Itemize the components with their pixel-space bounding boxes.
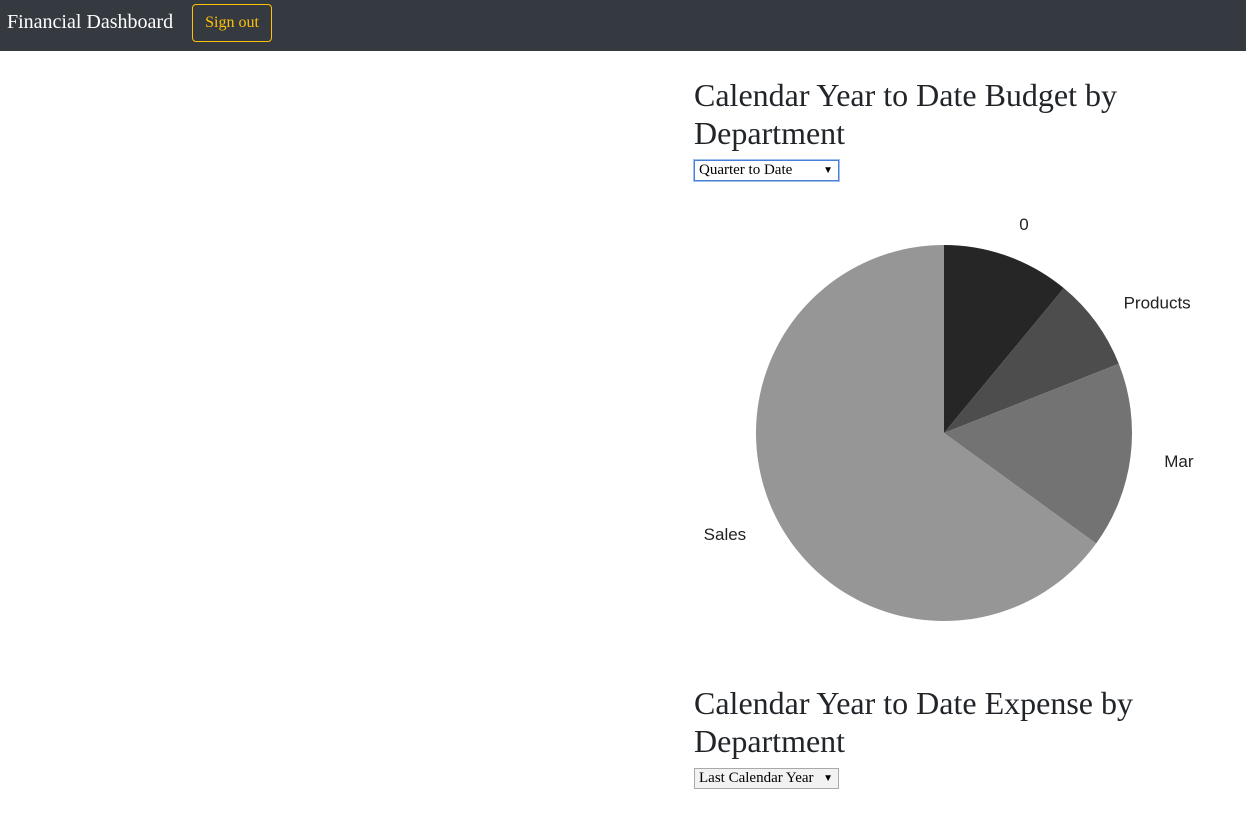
budget-period-select[interactable]: Quarter to Date ▼ (694, 160, 839, 181)
expense-section-title: Calendar Year to Date Expense by Departm… (694, 685, 1133, 759)
pie-label-0: 0 (1019, 215, 1028, 234)
budget-period-selected-value: Quarter to Date (699, 162, 793, 178)
budget-pie-svg: 0 Products Marketing Sales (704, 215, 1194, 621)
pie-label-marketing: Marketing (1164, 452, 1194, 471)
budget-pie-chart: 0 Products Marketing Sales (694, 200, 1194, 640)
chevron-down-icon: ▼ (823, 165, 833, 176)
expense-period-select[interactable]: Last Calendar Year ▼ (694, 768, 839, 789)
pie-slice-products[interactable] (944, 288, 1119, 433)
pie-label-sales: Sales (704, 525, 747, 544)
chevron-down-icon: ▼ (823, 773, 833, 784)
pie-slice-0[interactable] (944, 245, 1064, 433)
app-brand[interactable]: Financial Dashboard (7, 11, 174, 33)
navbar: Financial Dashboard Sign out (0, 0, 1246, 51)
pie-slice-marketing[interactable] (944, 363, 1132, 544)
budget-section-title: Calendar Year to Date Budget by Departme… (694, 77, 1118, 151)
sign-out-button[interactable]: Sign out (192, 4, 272, 42)
pie-label-products: Products (1124, 294, 1191, 313)
expense-period-selected-value: Last Calendar Year (699, 770, 814, 786)
pie-slice-sales[interactable] (756, 245, 1097, 621)
